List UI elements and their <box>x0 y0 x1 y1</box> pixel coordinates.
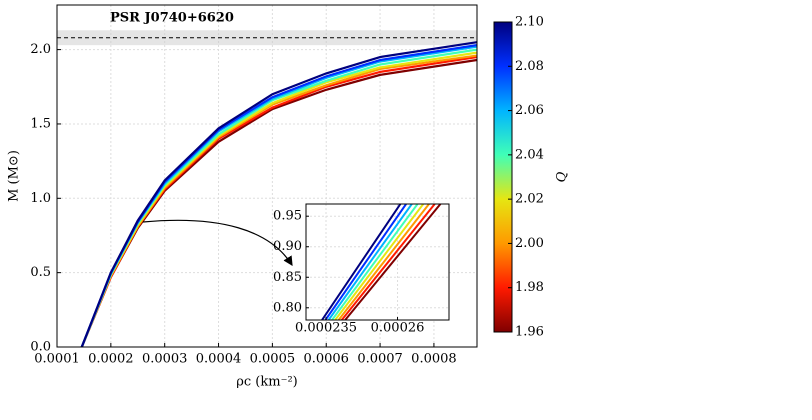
x-tick-label: 0.0002 <box>88 352 134 367</box>
inset-x-tick-label: 0.00026 <box>371 321 425 336</box>
series-line <box>340 204 436 320</box>
colorbar-tick-label: 2.04 <box>515 147 544 162</box>
colorbar-tick-label: 1.96 <box>515 325 544 340</box>
colorbar-tick-label: 2.00 <box>515 236 544 251</box>
inset-y-tick-label: 0.85 <box>273 270 302 285</box>
axes-frame <box>56 4 478 348</box>
x-tick-label: 0.0007 <box>357 352 403 367</box>
y-tick-label: 1.5 <box>30 116 51 131</box>
x-tick-label: 0.0004 <box>196 352 242 367</box>
x-tick-label: 0.0005 <box>250 352 296 367</box>
series-line <box>334 204 425 320</box>
series-line <box>324 204 407 320</box>
y-tick-label: 0.5 <box>30 265 51 280</box>
colorbar-label: Q <box>555 171 570 182</box>
inset-y-tick-label: 0.90 <box>273 239 302 254</box>
reference-label: PSR J0740+6620 <box>110 11 234 26</box>
x-tick-label: 0.0001 <box>34 352 80 367</box>
inset-y-tick-label: 0.80 <box>273 300 302 315</box>
series-line <box>337 204 430 320</box>
series-line <box>327 204 413 320</box>
inset-y-tick-label: 0.95 <box>273 209 302 224</box>
series-line <box>80 41 477 347</box>
y-axis-label: M (M⊙) <box>7 150 22 202</box>
x-axis-label: ρc (km⁻²) <box>236 375 297 390</box>
y-tick-label: 1.0 <box>30 191 51 206</box>
inset-plot-area <box>321 204 442 320</box>
zoom-arrow <box>142 219 293 267</box>
series-line <box>321 204 402 320</box>
inset-frame <box>305 203 450 321</box>
x-tick-label: 0.0006 <box>303 352 349 367</box>
inset-x-tick-label: 0.000235 <box>295 321 357 336</box>
y-tick-label: 0.0 <box>30 340 51 355</box>
x-tick-label: 0.0008 <box>411 352 457 367</box>
colorbar-tick-label: 1.98 <box>515 280 544 295</box>
x-tick-label: 0.0003 <box>142 352 188 367</box>
inset-background <box>306 204 449 320</box>
colorbar-tick-label: 2.08 <box>515 59 544 74</box>
y-tick-label: 2.0 <box>30 42 51 57</box>
series-line <box>344 204 442 320</box>
colorbar-tick-label: 2.02 <box>515 192 544 207</box>
colorbar-tick-label: 2.06 <box>515 103 544 118</box>
colorbar-tick-label: 2.10 <box>515 15 544 30</box>
colorbar <box>493 21 513 333</box>
inset-grid <box>306 204 449 320</box>
plot-area <box>57 30 477 347</box>
series-line <box>331 204 419 320</box>
